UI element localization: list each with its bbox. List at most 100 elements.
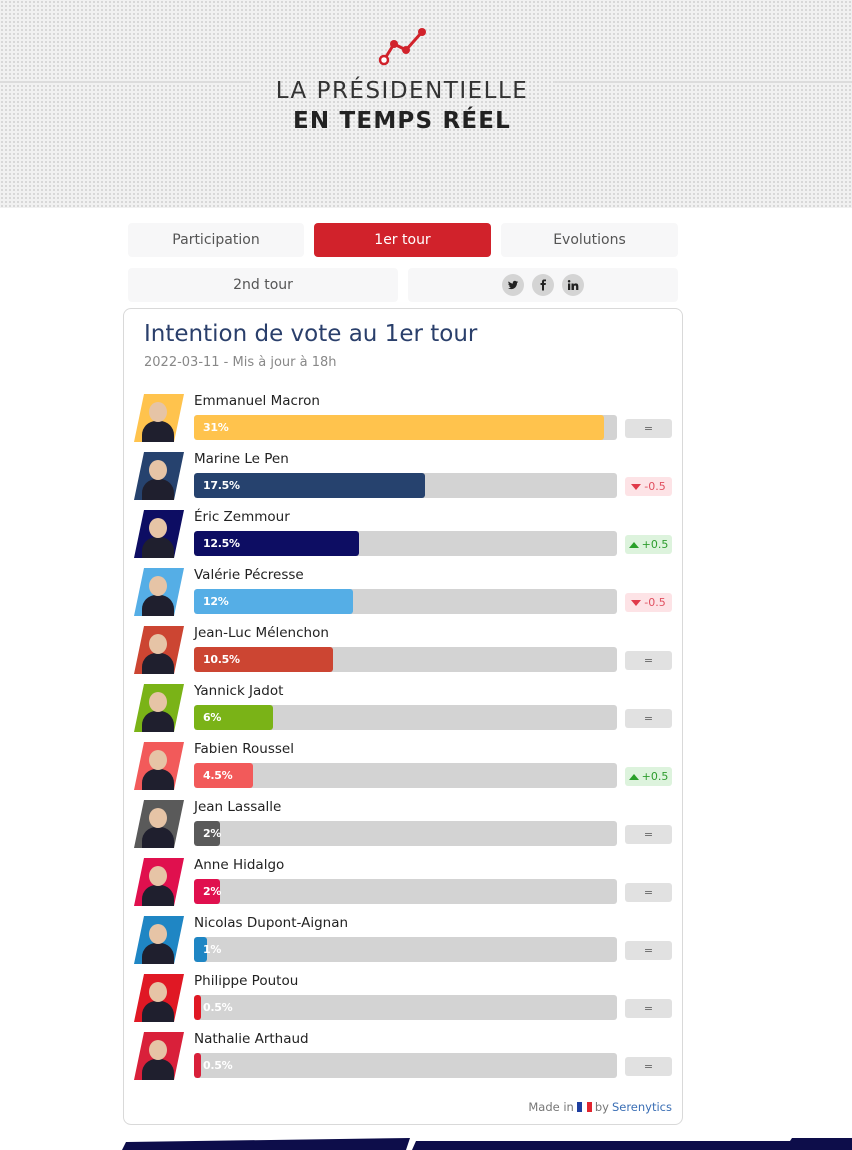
- change-value: =: [643, 422, 654, 435]
- bar-value-label: 17.5%: [203, 479, 240, 492]
- candidate-row-fabien-roussel: Fabien Roussel 4.5% +0.5: [134, 741, 674, 792]
- arrow-down-icon: [631, 599, 642, 606]
- candidate-photo-head: [149, 402, 167, 422]
- bar-value-label: 4.5%: [203, 769, 233, 782]
- change-badge: -0.5: [625, 593, 672, 612]
- change-badge: =: [625, 651, 672, 670]
- candidate-photo-head: [149, 692, 167, 712]
- candidate-photo-body: [142, 653, 174, 674]
- change-value: =: [643, 886, 654, 899]
- change-value: -0.5: [644, 596, 666, 609]
- change-badge: =: [625, 941, 672, 960]
- candidate-name: Marine Le Pen: [194, 451, 289, 467]
- bar-jean-luc-melenchon: [194, 647, 333, 672]
- change-badge: =: [625, 825, 672, 844]
- candidate-row-eric-zemmour: Éric Zemmour 12.5% +0.5: [134, 509, 674, 560]
- bar-value-label: 1%: [203, 943, 222, 956]
- bar-track: 31%: [194, 415, 617, 440]
- results-card: Intention de vote au 1er tour 2022-03-11…: [123, 308, 683, 1125]
- change-badge: =: [625, 419, 672, 438]
- candidate-row-anne-hidalgo: Anne Hidalgo 2% =: [134, 857, 674, 908]
- arrow-up-icon: [628, 773, 639, 780]
- bar-fabien-roussel: [194, 763, 254, 788]
- bar-jean-lassalle: [194, 821, 221, 846]
- candidate-row-valerie-pecresse: Valérie Pécresse 12% -0.5: [134, 567, 674, 618]
- candidate-photo: [134, 394, 184, 442]
- candidate-photo: [134, 1032, 184, 1080]
- bar-nathalie-arthaud: [194, 1053, 201, 1078]
- footer-decoration: [122, 1138, 852, 1150]
- bar-anne-hidalgo: [194, 879, 221, 904]
- bar-track: 2%: [194, 879, 617, 904]
- change-badge: -0.5: [625, 477, 672, 496]
- candidate-name: Yannick Jadot: [194, 683, 284, 699]
- candidate-photo-body: [142, 885, 174, 906]
- candidate-name: Fabien Roussel: [194, 741, 294, 757]
- change-badge: +0.5: [625, 767, 672, 786]
- candidate-photo-head: [149, 808, 167, 828]
- bar-track: 0.5%: [194, 995, 617, 1020]
- candidate-name: Jean Lassalle: [194, 799, 282, 815]
- bar-track: 12%: [194, 589, 617, 614]
- candidate-photo-body: [142, 479, 174, 500]
- candidate-photo-head: [149, 982, 167, 1002]
- bar-emmanuel-macron: [194, 415, 604, 440]
- tab-participation[interactable]: Participation: [128, 223, 304, 257]
- candidate-photo: [134, 568, 184, 616]
- linkedin-icon[interactable]: [562, 274, 584, 296]
- candidate-row-yannick-jadot: Yannick Jadot 6% =: [134, 683, 674, 734]
- bar-track: 10.5%: [194, 647, 617, 672]
- change-value: =: [643, 712, 654, 725]
- site-logo[interactable]: LA PRÉSIDENTIELLE EN TEMPS RÉEL: [252, 20, 552, 140]
- bar-track: 1%: [194, 937, 617, 962]
- candidate-photo-body: [142, 595, 174, 616]
- candidate-photo: [134, 626, 184, 674]
- candidate-photo: [134, 510, 184, 558]
- header-banner: LA PRÉSIDENTIELLE EN TEMPS RÉEL: [0, 0, 852, 208]
- change-value: =: [643, 828, 654, 841]
- facebook-icon[interactable]: [532, 274, 554, 296]
- bar-marine-le-pen: [194, 473, 426, 498]
- candidate-row-philippe-poutou: Philippe Poutou 0.5% =: [134, 973, 674, 1024]
- tab-1er-tour[interactable]: 1er tour: [314, 223, 491, 257]
- candidate-photo: [134, 742, 184, 790]
- change-value: =: [643, 654, 654, 667]
- candidate-row-jean-lassalle: Jean Lassalle 2% =: [134, 799, 674, 850]
- tab-2nd-tour[interactable]: 2nd tour: [128, 268, 398, 302]
- footer-by: by: [594, 1100, 609, 1114]
- candidate-photo-head: [149, 750, 167, 770]
- bar-philippe-poutou: [194, 995, 201, 1020]
- candidate-photo-body: [142, 769, 174, 790]
- candidate-photo: [134, 452, 184, 500]
- bar-value-label: 0.5%: [203, 1059, 233, 1072]
- candidate-photo-head: [149, 866, 167, 886]
- serenytics-link[interactable]: Serenytics: [611, 1100, 672, 1114]
- change-badge: +0.5: [625, 535, 672, 554]
- twitter-icon[interactable]: [502, 274, 524, 296]
- arrow-down-icon: [631, 483, 642, 490]
- change-badge: =: [625, 709, 672, 728]
- candidate-photo-head: [149, 1040, 167, 1060]
- card-subtitle: 2022-03-11 - Mis à jour à 18h: [144, 355, 337, 370]
- candidate-photo-head: [149, 460, 167, 480]
- bar-track: 0.5%: [194, 1053, 617, 1078]
- french-flag-icon: [576, 1102, 592, 1112]
- candidate-photo: [134, 684, 184, 732]
- card-title: Intention de vote au 1er tour: [144, 321, 478, 347]
- trend-line-icon: [378, 28, 426, 66]
- change-value: =: [643, 1060, 654, 1073]
- candidate-row-emmanuel-macron: Emmanuel Macron 31% =: [134, 393, 674, 444]
- footer-credit: Made in by Serenytics: [528, 1100, 672, 1114]
- arrow-up-icon: [628, 541, 639, 548]
- candidate-photo-head: [149, 634, 167, 654]
- bar-value-label: 10.5%: [203, 653, 240, 666]
- site-title-line2: EN TEMPS RÉEL: [292, 108, 512, 134]
- change-value: -0.5: [644, 480, 666, 493]
- footer-made-in: Made in: [528, 1100, 574, 1114]
- candidate-name: Nicolas Dupont-Aignan: [194, 915, 349, 931]
- candidate-photo-body: [142, 421, 174, 442]
- candidate-name: Éric Zemmour: [194, 509, 290, 525]
- candidate-name: Philippe Poutou: [194, 973, 299, 989]
- candidate-name: Jean-Luc Mélenchon: [194, 625, 329, 641]
- tab-evolutions[interactable]: Evolutions: [501, 223, 678, 257]
